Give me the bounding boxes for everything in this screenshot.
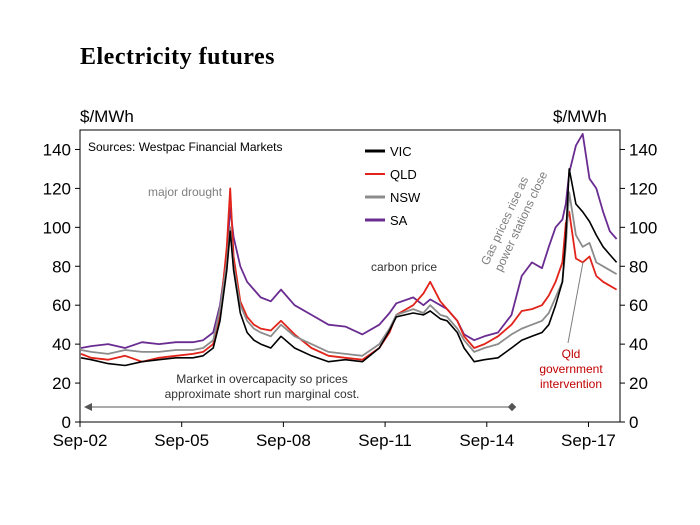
y-tick-left-label: 100 (43, 218, 71, 237)
overcapacity-arrow-head (84, 403, 92, 411)
annotation-qld-line2: government (539, 362, 603, 376)
y-axis-left: 0 20 40 60 80 100 120 140 (43, 140, 80, 432)
y-tick-left-label: 40 (52, 335, 71, 354)
series-line-vic (80, 168, 618, 367)
x-axis: Sep-02 Sep-05 Sep-08 Sep-11 Sep-14 Sep-17 (53, 422, 616, 450)
y-tick-right-label: 20 (629, 374, 648, 393)
series-lines (80, 132, 618, 367)
annotation-drought: major drought (148, 185, 223, 199)
y-axis-left-unit: $/MWh (80, 107, 134, 126)
y-tick-left-label: 120 (43, 179, 71, 198)
annotation-overcapacity-line1: Market in overcapacity so prices (176, 372, 347, 386)
annotation-overcapacity-line2: approximate short run marginal cost. (165, 387, 360, 401)
y-tick-right-label: 100 (629, 218, 657, 237)
legend-label-sa: SA (390, 213, 408, 228)
y-tick-right-label: 120 (629, 179, 657, 198)
source-note: Sources: Westpac Financial Markets (88, 140, 283, 154)
series-line-nsw (80, 191, 618, 357)
y-tick-right-label: 140 (629, 140, 657, 159)
y-tick-right-label: 0 (629, 413, 638, 432)
legend: VIC QLD NSW SA (365, 144, 421, 228)
x-tick-label: Sep-02 (53, 431, 108, 450)
x-tick-label: Sep-17 (561, 431, 616, 450)
y-tick-right-label: 80 (629, 257, 648, 276)
overcapacity-arrow (84, 402, 517, 412)
series-line-qld (80, 187, 618, 363)
y-tick-left-label: 0 (62, 413, 71, 432)
annotation-gas-prices: Gas prices rise as power stations close (478, 169, 550, 274)
y-tick-left-label: 20 (52, 374, 71, 393)
series-line-sa (80, 132, 618, 349)
chart-title: Electricity futures (80, 44, 275, 70)
legend-label-vic: VIC (390, 144, 412, 159)
y-tick-left-label: 60 (52, 296, 71, 315)
y-tick-right-label: 40 (629, 335, 648, 354)
annotation-qld-line3: intervention (540, 377, 602, 391)
overcapacity-arrow-tail (507, 402, 517, 412)
y-tick-left-label: 140 (43, 140, 71, 159)
plot-area (79, 129, 621, 423)
y-tick-left-label: 80 (52, 257, 71, 276)
annotation-qld-pointer (567, 261, 584, 344)
x-tick-label: Sep-14 (459, 431, 514, 450)
y-axis-right: 0 20 40 60 80 100 120 140 (620, 140, 657, 432)
legend-label-nsw: NSW (390, 190, 421, 205)
y-tick-right-label: 60 (629, 296, 648, 315)
annotation-carbon-price: carbon price (371, 260, 437, 274)
x-tick-label: Sep-08 (256, 431, 311, 450)
y-axis-right-unit: $/MWh (553, 107, 607, 126)
x-tick-label: Sep-11 (358, 431, 412, 450)
annotation-qld-line1: Qld (562, 347, 581, 361)
x-tick-label: Sep-05 (154, 431, 209, 450)
legend-label-qld: QLD (390, 167, 417, 182)
